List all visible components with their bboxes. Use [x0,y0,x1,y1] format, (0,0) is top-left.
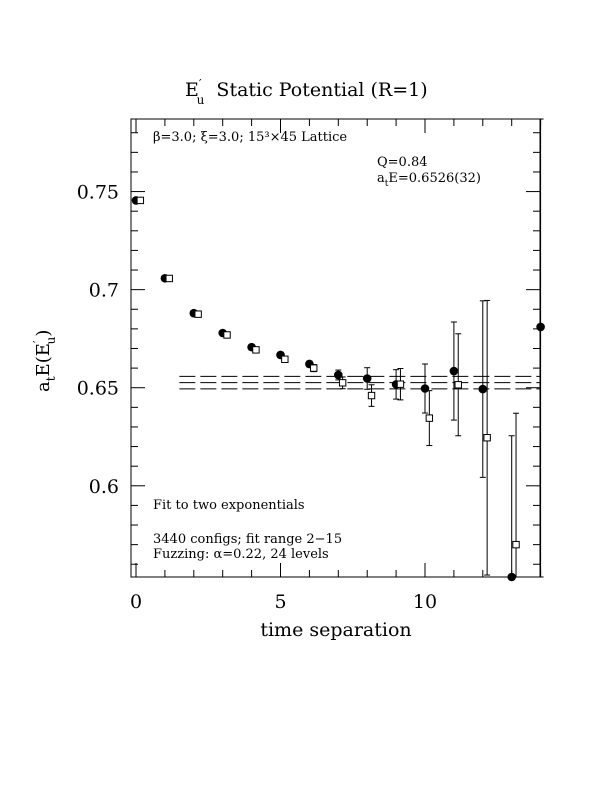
data-point-square [165,274,173,283]
data-point-square [136,196,145,205]
data-point-circle [536,322,545,332]
data-point-square [338,379,347,387]
data-point-circle [449,366,459,376]
fuzzing-annotation: Fuzzing: α=0.22, 24 levels [153,547,329,562]
data-point-square [454,381,462,389]
data-point-square [425,414,434,422]
y-axis-label: atE(E′u) [31,330,58,392]
data-point-circle [334,370,343,380]
lattice-annotation: β=3.0; ξ=3.0; 15³×45 Lattice [153,130,347,145]
y-tick-label: 0.75 [77,182,119,204]
x-tick-label: 0 [130,591,142,613]
data-point-circle [478,384,488,394]
data-marks [131,118,545,582]
x-axis-label: time separation [260,619,411,641]
y-tick-label: 0.6 [89,476,119,498]
data-point-square [310,364,318,372]
chart-title: E′ u Static Potential (R=1) [185,77,428,107]
data-point-square [252,346,260,354]
fit-annotation: Fit to two exponentials [153,498,305,513]
y-tick-labels: 0.6 0.65 0.7 0.75 [77,182,119,498]
data-point-circle [362,374,372,383]
q-annotation: Q=0.84 [377,155,428,170]
data-point-square [194,310,202,318]
configs-annotation: 3440 configs; fit range 2−15 [153,532,342,547]
x-tick-label: 5 [274,591,286,613]
data-point-square [367,391,376,400]
x-tick-labels: 0 5 10 [130,591,437,613]
data-point-circle [507,572,516,582]
data-point-square [512,540,520,549]
data-point-square [396,380,405,388]
axis-ticks [131,119,542,577]
y-tick-label: 0.7 [89,280,119,302]
x-tick-label: 10 [413,591,437,613]
data-point-square [281,355,289,363]
data-point-square [483,434,491,442]
y-tick-label: 0.65 [77,378,119,400]
data-point-square [223,331,231,339]
energy-annotation: atE=0.6526(32) [377,171,481,189]
data-point-circle [420,384,430,393]
